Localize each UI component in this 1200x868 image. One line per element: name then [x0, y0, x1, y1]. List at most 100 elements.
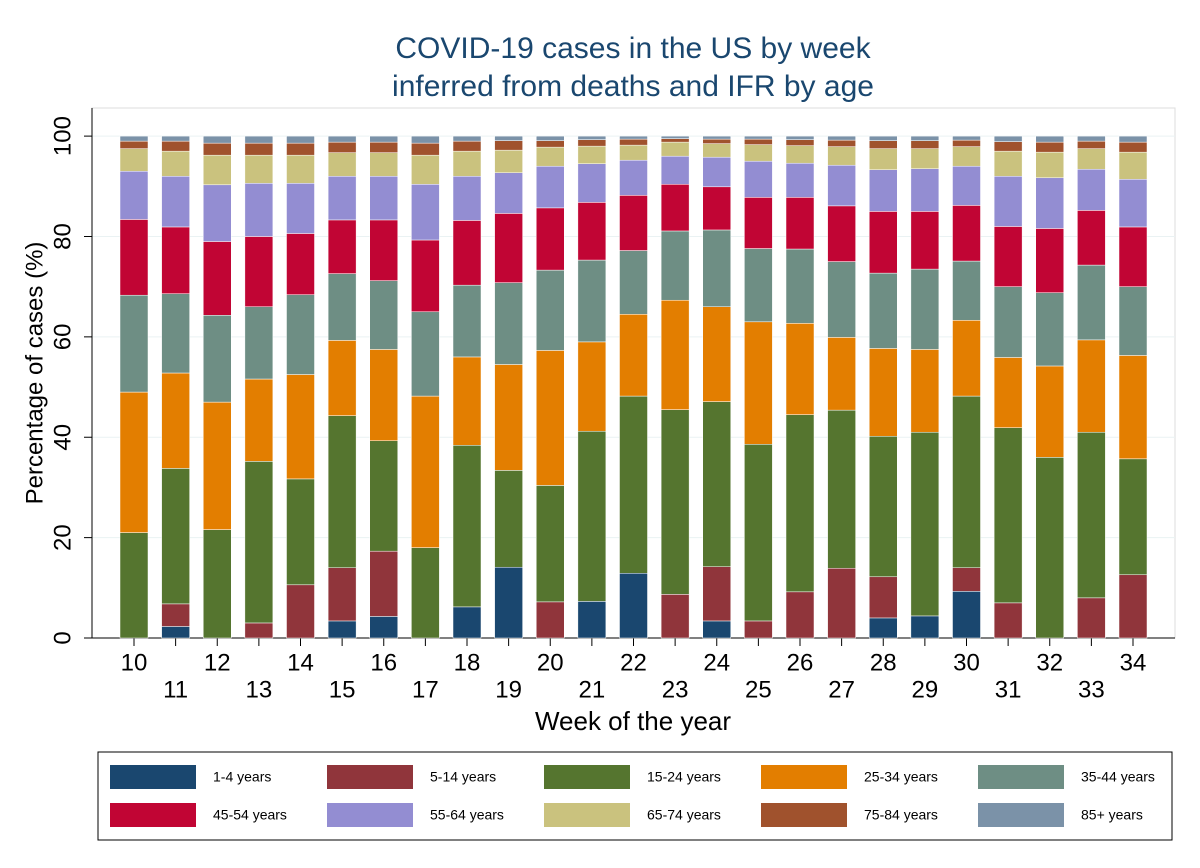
- y-tick-label: 40: [49, 424, 76, 451]
- bar-segment: [1118, 458, 1148, 576]
- bar-segment: [660, 138, 690, 143]
- bar-segment: [993, 427, 1023, 604]
- bar-segment: [286, 142, 315, 156]
- bar-segment: [744, 144, 773, 162]
- bar-segment: [369, 550, 398, 617]
- bar-segment: [577, 202, 607, 261]
- bar-segment: [536, 601, 565, 639]
- bar-segment: [702, 401, 731, 567]
- bar-segment: [577, 430, 607, 602]
- bar-segment: [619, 195, 648, 251]
- bar-segment: [411, 154, 440, 185]
- bar-segment: [1035, 228, 1064, 293]
- bar-segment: [536, 135, 565, 141]
- bar-segment: [161, 626, 190, 639]
- bar-segment: [993, 226, 1023, 287]
- bar-segment: [452, 176, 482, 221]
- bar-segment: [869, 435, 898, 578]
- bar-segment: [244, 236, 274, 307]
- bar-segment: [785, 162, 815, 198]
- bar-segment: [327, 152, 357, 177]
- x-axis-title: Week of the year: [535, 706, 731, 736]
- bar-segment: [869, 576, 898, 619]
- bar-segment: [161, 468, 190, 605]
- x-tick-label: 21: [579, 676, 606, 703]
- x-tick-label: 14: [287, 649, 314, 676]
- legend-label: 55-64 years: [430, 807, 504, 823]
- x-tick-label: 16: [370, 649, 397, 676]
- bar-segment: [993, 150, 1023, 177]
- bar-segment: [286, 135, 315, 144]
- bar-segment: [744, 160, 773, 198]
- bar-segment: [1035, 292, 1064, 367]
- bar-segment: [1035, 177, 1064, 229]
- bar-segment: [1118, 151, 1148, 180]
- bar-segment: [327, 273, 357, 341]
- bar-segment: [660, 135, 690, 139]
- bar-segment: [952, 135, 981, 141]
- x-tick-label: 17: [412, 676, 439, 703]
- bar-segment: [952, 146, 981, 167]
- legend-swatch: [761, 803, 847, 827]
- bar-segment: [869, 135, 898, 141]
- bar-segment: [827, 205, 856, 262]
- bar-segment: [327, 415, 357, 568]
- bar-segment: [244, 378, 274, 462]
- legend-swatch: [978, 803, 1064, 827]
- bar-segment: [286, 183, 315, 234]
- bar-segment: [536, 485, 565, 603]
- bar-segment: [119, 391, 149, 533]
- x-tick-label: 19: [495, 676, 522, 703]
- bar-segment: [952, 567, 981, 592]
- bar-segment: [286, 294, 315, 375]
- bar-segment: [119, 532, 149, 639]
- bar-segment: [619, 250, 648, 315]
- bar-segment: [744, 197, 773, 249]
- bar-segment: [577, 163, 607, 203]
- x-tick-label: 30: [953, 649, 980, 676]
- bar-segment: [869, 140, 898, 149]
- legend-label: 45-54 years: [213, 807, 287, 823]
- x-tick-label: 20: [537, 649, 564, 676]
- bar-segment: [910, 168, 940, 212]
- bar-segment: [1077, 264, 1106, 341]
- bar-segment: [286, 584, 315, 639]
- bar-segment: [286, 478, 315, 586]
- bar-segment: [869, 272, 898, 349]
- x-tick-label: 27: [828, 676, 855, 703]
- bar-segment: [577, 135, 607, 140]
- bar-segment: [161, 372, 190, 469]
- bar-segment: [244, 622, 274, 639]
- bar-segment: [1077, 597, 1106, 639]
- bar-segment: [869, 148, 898, 170]
- x-tick-label: 18: [454, 649, 481, 676]
- bar-segment: [869, 348, 898, 437]
- legend-swatch: [544, 765, 630, 789]
- y-tick-label: 80: [49, 223, 76, 250]
- bar-segment: [369, 152, 398, 177]
- x-tick-label: 12: [204, 649, 231, 676]
- bar-segment: [536, 146, 565, 167]
- bar-segment: [1077, 431, 1106, 599]
- bar-segment: [452, 220, 482, 286]
- bar-segment: [785, 323, 815, 415]
- bar-segment: [702, 306, 731, 402]
- bar-segment: [744, 444, 773, 622]
- bar-segment: [494, 172, 523, 214]
- bar-segment: [785, 248, 815, 324]
- bar-segment: [619, 395, 648, 574]
- bar-segment: [161, 176, 190, 228]
- bar-segment: [161, 150, 190, 177]
- bar-segment: [494, 364, 523, 471]
- bar-segment: [702, 229, 731, 307]
- legend-swatch: [978, 765, 1064, 789]
- y-tick-label: 20: [49, 524, 76, 551]
- bar-segment: [494, 149, 523, 173]
- x-tick-label: 13: [246, 676, 273, 703]
- bar-segment: [161, 226, 190, 294]
- bar-segment: [952, 260, 981, 321]
- bar-segment: [1118, 286, 1148, 356]
- bar-segment: [119, 135, 149, 142]
- bar-segment: [452, 606, 482, 639]
